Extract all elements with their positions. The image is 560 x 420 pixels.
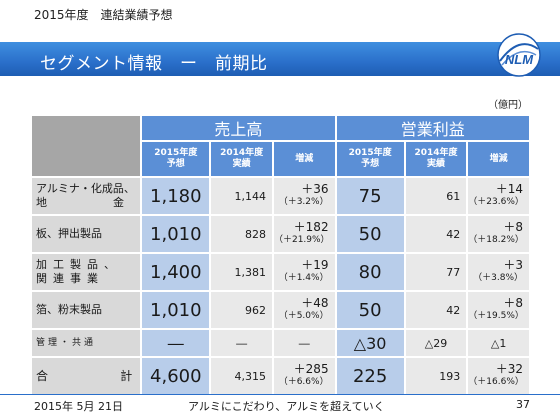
row-label: 板、押出製品 bbox=[32, 216, 141, 252]
op-actual-cell: 61 bbox=[405, 178, 467, 214]
footer-date: 2015年 5月 21日 bbox=[34, 400, 123, 413]
segment-table: 売上高 営業利益 2015年度 予想 2014年度 実績 増減 2015年度 予想 2… bbox=[30, 114, 531, 396]
op-change-cell: ＋14 （＋23.6%） bbox=[468, 178, 529, 214]
op-change-cell: ＋3 （＋3.8%） bbox=[468, 254, 529, 290]
op-forecast-cell: 75 bbox=[336, 178, 404, 214]
corner-cell bbox=[32, 116, 141, 176]
op-change-cell: △1 bbox=[468, 330, 529, 356]
op-actual-cell: 193 bbox=[405, 358, 467, 394]
op-change-cell: ＋8 （＋19.5%） bbox=[468, 292, 529, 328]
sales-change-cell: ＋48 （＋5.0%） bbox=[273, 292, 335, 328]
sales-forecast-cell: 1,010 bbox=[142, 216, 210, 252]
table-row: アルミナ・化成品、 地 金 1,180 1,144 ＋36 （＋3.2%） 75 … bbox=[32, 178, 529, 214]
unit-label: （億円） bbox=[488, 100, 528, 111]
sales-forecast-cell: 4,600 bbox=[142, 358, 210, 394]
row-label: 箔、粉末製品 bbox=[32, 292, 141, 328]
sales-forecast-cell: 1,010 bbox=[142, 292, 210, 328]
table-row: 加工製品、 関連事業 1,400 1,381 ＋19 （＋1.4%） 80 77 … bbox=[32, 254, 529, 290]
op-forecast-cell: △30 bbox=[336, 330, 404, 356]
sales-change-cell: ― bbox=[273, 330, 335, 356]
op-forecast-cell: 50 bbox=[336, 216, 404, 252]
row-label: 加工製品、 関連事業 bbox=[32, 254, 141, 290]
row-label: アルミナ・化成品、 地 金 bbox=[32, 178, 141, 214]
footer-tagline: アルミにこだわり、アルミを超えていく bbox=[188, 400, 385, 413]
slide-title: セグメント情報 ー 前期比 bbox=[40, 54, 268, 74]
op-actual-cell: △29 bbox=[405, 330, 467, 356]
sub-header: 2015年度 予想 bbox=[336, 142, 404, 176]
slide-caption: 2015年度 連結業績予想 bbox=[34, 8, 173, 22]
sub-header: 2015年度 予想 bbox=[142, 142, 210, 176]
sales-forecast-cell: 1,400 bbox=[142, 254, 210, 290]
table-row: 箔、粉末製品 1,010 962 ＋48 （＋5.0%） 50 42 ＋8 （＋19… bbox=[32, 292, 529, 328]
sales-actual-cell: 1,144 bbox=[211, 178, 272, 214]
sales-change-cell: ＋182 （＋21.9%） bbox=[273, 216, 335, 252]
row-label-total: 合計 bbox=[32, 358, 141, 394]
op-actual-cell: 42 bbox=[405, 292, 467, 328]
group-header-sales: 売上高 bbox=[142, 116, 335, 140]
sub-header: 増減 bbox=[273, 142, 335, 176]
sales-actual-cell: ― bbox=[211, 330, 272, 356]
sales-forecast-cell: 1,180 bbox=[142, 178, 210, 214]
sub-header: 2014年度 実績 bbox=[405, 142, 467, 176]
footer-divider bbox=[0, 394, 560, 395]
sub-header: 2014年度 実績 bbox=[211, 142, 272, 176]
op-change-cell: ＋32 （＋16.6%） bbox=[468, 358, 529, 394]
sales-change-cell: ＋19 （＋1.4%） bbox=[273, 254, 335, 290]
group-header-operating-profit: 営業利益 bbox=[336, 116, 529, 140]
sales-forecast-cell: ― bbox=[142, 330, 210, 356]
group-header-row: 売上高 営業利益 bbox=[32, 116, 529, 176]
op-forecast-cell: 225 bbox=[336, 358, 404, 394]
sales-actual-cell: 1,381 bbox=[211, 254, 272, 290]
table-row: 板、押出製品 1,010 828 ＋182 （＋21.9%） 50 42 ＋8 （＋… bbox=[32, 216, 529, 252]
sales-change-cell: ＋36 （＋3.2%） bbox=[273, 178, 335, 214]
title-bar: セグメント情報 ー 前期比 bbox=[0, 42, 560, 76]
sales-actual-cell: 828 bbox=[211, 216, 272, 252]
table-row-management: 管理・共通 ― ― ― △30 △29 △1 bbox=[32, 330, 529, 356]
company-logo-icon: NLM bbox=[497, 33, 541, 77]
sales-actual-cell: 962 bbox=[211, 292, 272, 328]
sales-change-cell: ＋285 （＋6.6%） bbox=[273, 358, 335, 394]
table-row-total: 合計 4,600 4,315 ＋285 （＋6.6%） 225 193 ＋32 （＋… bbox=[32, 358, 529, 394]
op-actual-cell: 42 bbox=[405, 216, 467, 252]
op-forecast-cell: 50 bbox=[336, 292, 404, 328]
page-number: 37 bbox=[516, 398, 530, 411]
row-label: 管理・共通 bbox=[32, 330, 141, 356]
sub-header: 増減 bbox=[468, 142, 529, 176]
sales-actual-cell: 4,315 bbox=[211, 358, 272, 394]
svg-text:NLM: NLM bbox=[505, 52, 534, 67]
op-actual-cell: 77 bbox=[405, 254, 467, 290]
op-change-cell: ＋8 （＋18.2%） bbox=[468, 216, 529, 252]
sub-header-row: 2015年度 予想 2014年度 実績 増減 2015年度 予想 2014年度 実績 増… bbox=[32, 142, 529, 176]
op-forecast-cell: 80 bbox=[336, 254, 404, 290]
